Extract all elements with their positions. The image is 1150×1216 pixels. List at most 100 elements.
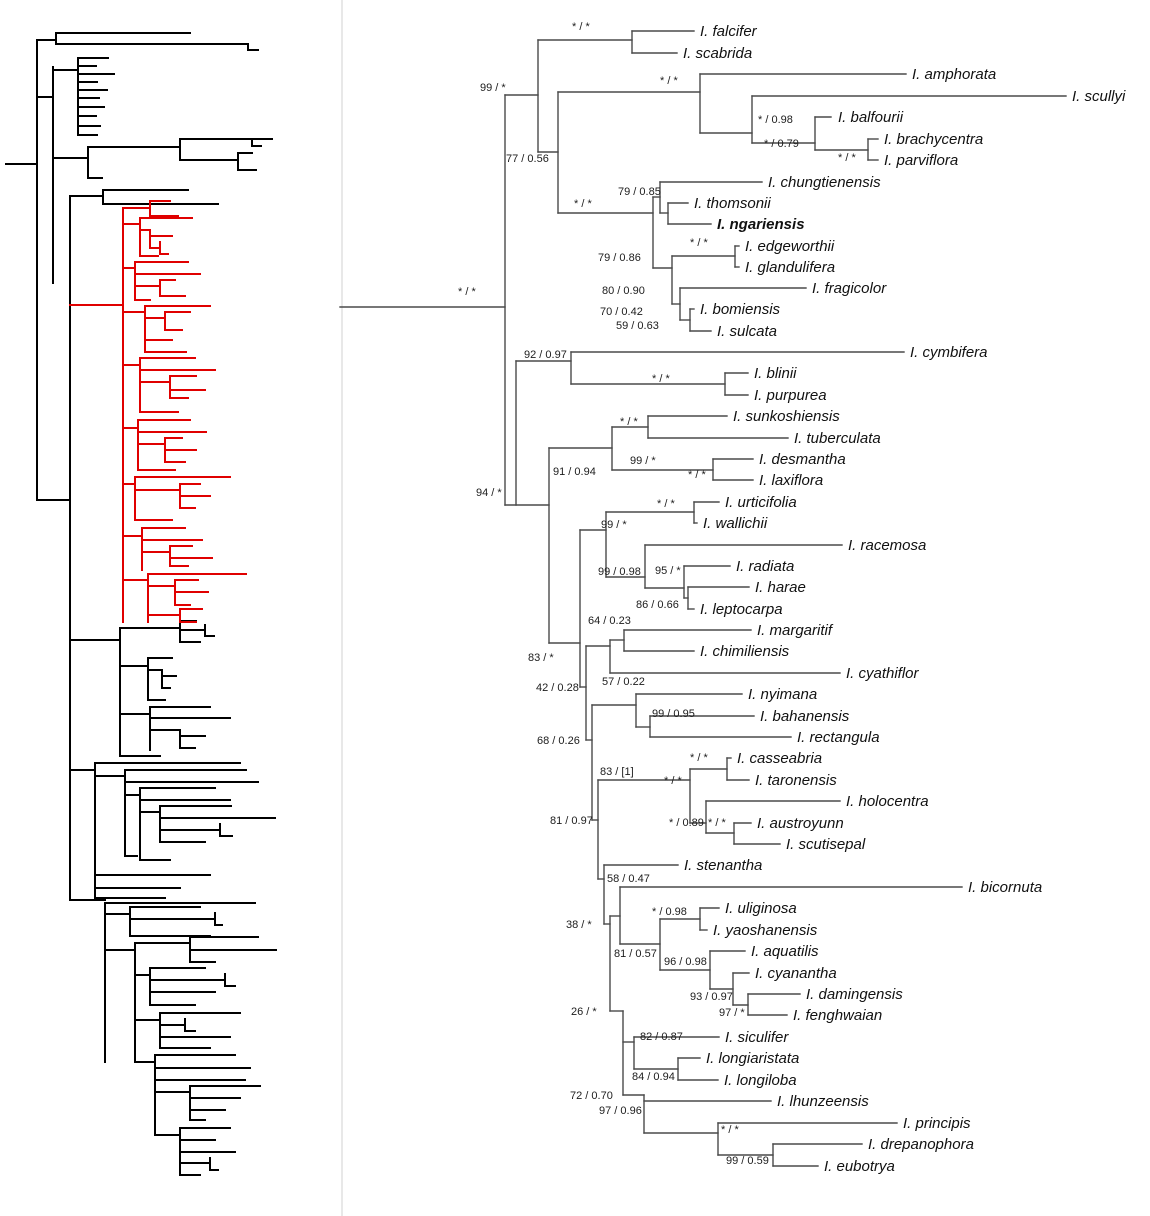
taxon-label: I. margaritif bbox=[757, 622, 834, 639]
support-label: * / * bbox=[688, 469, 706, 481]
support-label: * / * bbox=[620, 416, 638, 428]
detail-tree bbox=[339, 30, 1067, 1167]
support-label: 79 / 0.86 bbox=[598, 252, 641, 264]
support-label: 86 / 0.66 bbox=[636, 599, 679, 611]
support-label: 99 / 0.98 bbox=[598, 566, 641, 578]
taxon-label: I. cyathiflor bbox=[846, 665, 920, 682]
support-label: 72 / 0.70 bbox=[570, 1090, 613, 1102]
support-label: 81 / 0.57 bbox=[614, 948, 657, 960]
taxon-label: I. harae bbox=[755, 579, 806, 596]
taxon-label: I. aquatilis bbox=[751, 943, 819, 960]
support-label: * / * bbox=[664, 775, 682, 787]
taxon-label: I. chimiliensis bbox=[700, 643, 790, 660]
taxon-label: I. bomiensis bbox=[700, 301, 781, 318]
support-label: * / 0.79 bbox=[764, 138, 799, 150]
taxon-label: I. sulcata bbox=[717, 323, 777, 340]
support-label: 83 / [1] bbox=[600, 766, 634, 778]
taxon-label: I. fragicolor bbox=[812, 280, 887, 297]
support-label: * / 0.98 bbox=[758, 114, 793, 126]
support-label: 93 / 0.97 bbox=[690, 991, 733, 1003]
overview-tree bbox=[5, 32, 277, 1176]
support-label: 77 / 0.56 bbox=[506, 153, 549, 165]
taxon-label: I. desmantha bbox=[759, 451, 846, 468]
taxon-label: I. tuberculata bbox=[794, 430, 881, 447]
taxon-label: I. leptocarpa bbox=[700, 601, 783, 618]
taxon-label: I. laxiflora bbox=[759, 472, 823, 489]
support-label: 79 / 0.85 bbox=[618, 186, 661, 198]
support-label: * / * bbox=[458, 286, 476, 298]
support-label: 42 / 0.28 bbox=[536, 682, 579, 694]
support-label: 81 / 0.97 bbox=[550, 815, 593, 827]
taxon-label: I. nyimana bbox=[748, 686, 817, 703]
taxon-label: I. racemosa bbox=[848, 537, 926, 554]
support-label: 97 / * bbox=[719, 1007, 745, 1019]
support-label: 99 / * bbox=[480, 82, 506, 94]
taxon-label: I. wallichii bbox=[703, 515, 768, 532]
taxon-label: I. austroyunn bbox=[757, 815, 844, 832]
taxon-label: I. bahanensis bbox=[760, 708, 850, 725]
support-label: * / * bbox=[657, 498, 675, 510]
taxon-label: I. principis bbox=[903, 1115, 971, 1132]
taxa-labels: I. falcifer I. scabrida I. amphorata I. scu… bbox=[683, 23, 1126, 1175]
support-label: * / * bbox=[574, 198, 592, 210]
support-label: 26 / * bbox=[571, 1006, 597, 1018]
support-label: 82 / 0.87 bbox=[640, 1031, 683, 1043]
support-label: * / * bbox=[721, 1124, 739, 1136]
taxon-label: I. glandulifera bbox=[745, 259, 835, 276]
taxon-label: I. holocentra bbox=[846, 793, 929, 810]
support-label: 64 / 0.23 bbox=[588, 615, 631, 627]
support-label: 59 / 0.63 bbox=[616, 320, 659, 332]
support-label: * / 0.98 bbox=[652, 906, 687, 918]
support-label: * / * bbox=[838, 152, 856, 164]
support-label: 99 / * bbox=[630, 455, 656, 467]
taxon-label: I. casseabria bbox=[737, 750, 822, 767]
support-label: 99 / * bbox=[601, 519, 627, 531]
taxon-label: I. yaoshanensis bbox=[713, 922, 818, 939]
taxon-label: I. radiata bbox=[736, 558, 794, 575]
support-label: 92 / 0.97 bbox=[524, 349, 567, 361]
support-label: 91 / 0.94 bbox=[553, 466, 596, 478]
support-label: * / * bbox=[708, 817, 726, 829]
support-labels: * / * 99 / * * / * * / 0.98 * / 0.79 * / * 77 … bbox=[458, 21, 856, 1167]
support-label: * / * bbox=[572, 21, 590, 33]
taxon-label: I. thomsonii bbox=[694, 195, 771, 212]
support-label: * / * bbox=[690, 752, 708, 764]
support-label: 80 / 0.90 bbox=[602, 285, 645, 297]
taxon-label: I. scabrida bbox=[683, 45, 752, 62]
taxon-label: I. bicornuta bbox=[968, 879, 1042, 896]
taxon-label: I. chungtienensis bbox=[768, 174, 881, 191]
taxon-label: I. lhunzeensis bbox=[777, 1093, 869, 1110]
taxon-label: I. cyanantha bbox=[755, 965, 837, 982]
support-label: 94 / * bbox=[476, 487, 502, 499]
support-label: * / * bbox=[652, 373, 670, 385]
support-label: 84 / 0.94 bbox=[632, 1071, 675, 1083]
taxon-label: I. edgeworthii bbox=[745, 238, 835, 255]
taxon-label: I. eubotrya bbox=[824, 1158, 895, 1175]
taxon-label: I. stenantha bbox=[684, 857, 762, 874]
support-label: 96 / 0.98 bbox=[664, 956, 707, 968]
taxon-label: I. parviflora bbox=[884, 152, 958, 169]
taxon-label: I. scullyi bbox=[1072, 88, 1126, 105]
taxon-label: I. sunkoshiensis bbox=[733, 408, 840, 425]
support-label: * / 0.89 bbox=[669, 817, 704, 829]
taxon-label: I. fenghwaian bbox=[793, 1007, 882, 1024]
taxon-label: I. balfourii bbox=[838, 109, 904, 126]
support-label: 83 / * bbox=[528, 652, 554, 664]
support-label: * / * bbox=[690, 237, 708, 249]
taxon-label: I. purpurea bbox=[754, 387, 827, 404]
taxon-label: I. blinii bbox=[754, 365, 797, 382]
taxon-label: I. rectangula bbox=[797, 729, 880, 746]
support-label: 58 / 0.47 bbox=[607, 873, 650, 885]
taxon-label-highlighted: I. ngariensis bbox=[717, 216, 805, 233]
support-label: * / * bbox=[660, 75, 678, 87]
taxon-label: I. scutisepal bbox=[786, 836, 866, 853]
taxon-label: I. uliginosa bbox=[725, 900, 797, 917]
support-label: 99 / 0.95 bbox=[652, 708, 695, 720]
taxon-label: I. urticifolia bbox=[725, 494, 797, 511]
taxon-label: I. damingensis bbox=[806, 986, 903, 1003]
support-label: 97 / 0.96 bbox=[599, 1105, 642, 1117]
taxon-label: I. brachycentra bbox=[884, 131, 983, 148]
support-label: 95 / * bbox=[655, 565, 681, 577]
